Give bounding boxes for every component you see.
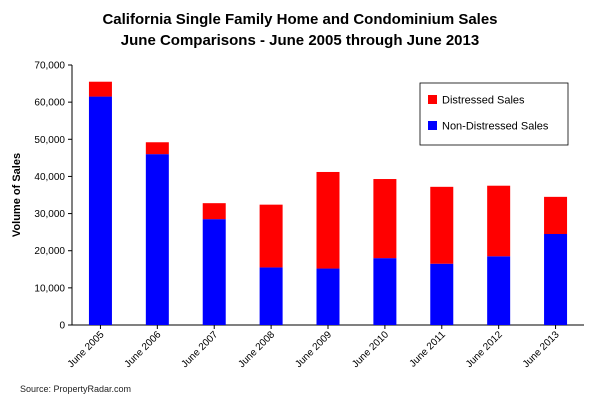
bar-distressed-sales-5 (373, 179, 397, 259)
chart-title-line-2: June Comparisons - June 2005 through Jun… (120, 32, 480, 49)
y-tick-label: 10,000 (34, 283, 65, 294)
y-axis-title: Volume of Sales (11, 153, 23, 237)
x-tick-label: June 2009 (293, 329, 334, 370)
legend-box (419, 82, 569, 146)
x-tick-label: June 2011 (408, 329, 449, 370)
bar-distressed-sales-1 (145, 142, 169, 155)
bar-non-distressed-sales-6 (430, 263, 454, 325)
bar-distressed-sales-6 (430, 186, 454, 264)
y-tick-label: 20,000 (34, 246, 65, 257)
x-tick-label: June 2010 (350, 329, 391, 370)
y-tick-label: 30,000 (34, 209, 65, 220)
x-tick-label: June 2012 (464, 329, 505, 370)
bar-distressed-sales-4 (316, 171, 340, 269)
bar-non-distressed-sales-1 (145, 154, 169, 325)
y-tick-label: 70,000 (34, 61, 65, 72)
legend-label-non-distressed-sales: Non-Distressed Sales (442, 121, 549, 133)
bar-non-distressed-sales-0 (88, 96, 112, 325)
bar-distressed-sales-0 (88, 81, 112, 97)
legend-swatch-distressed-sales (428, 95, 437, 104)
x-tick-label: June 2013 (521, 329, 562, 370)
bar-non-distressed-sales-8 (544, 234, 568, 325)
bar-non-distressed-sales-7 (487, 256, 511, 325)
chart-title-line-1: California Single Family Home and Condom… (102, 11, 498, 28)
source-note: Source: PropertyRadar.com (20, 384, 132, 394)
y-tick-label: 50,000 (34, 135, 65, 146)
bar-distressed-sales-7 (487, 185, 511, 257)
y-tick-label: 40,000 (34, 172, 65, 183)
bar-non-distressed-sales-4 (316, 268, 340, 325)
x-tick-label: June 2006 (123, 329, 164, 370)
bar-non-distressed-sales-5 (373, 258, 397, 325)
x-tick-label: June 2007 (180, 329, 221, 370)
legend-label-distressed-sales: Distressed Sales (442, 95, 525, 107)
x-tick-label: June 2005 (66, 329, 107, 370)
y-tick-label: 0 (59, 321, 65, 332)
legend-swatch-non-distressed-sales (428, 121, 437, 130)
bar-distressed-sales-3 (259, 204, 283, 268)
bar-distressed-sales-8 (544, 196, 568, 234)
bar-distressed-sales-2 (202, 203, 226, 220)
bar-non-distressed-sales-2 (202, 219, 226, 325)
bar-non-distressed-sales-3 (259, 267, 283, 325)
x-tick-label: June 2008 (236, 329, 277, 370)
y-tick-label: 60,000 (34, 98, 65, 109)
